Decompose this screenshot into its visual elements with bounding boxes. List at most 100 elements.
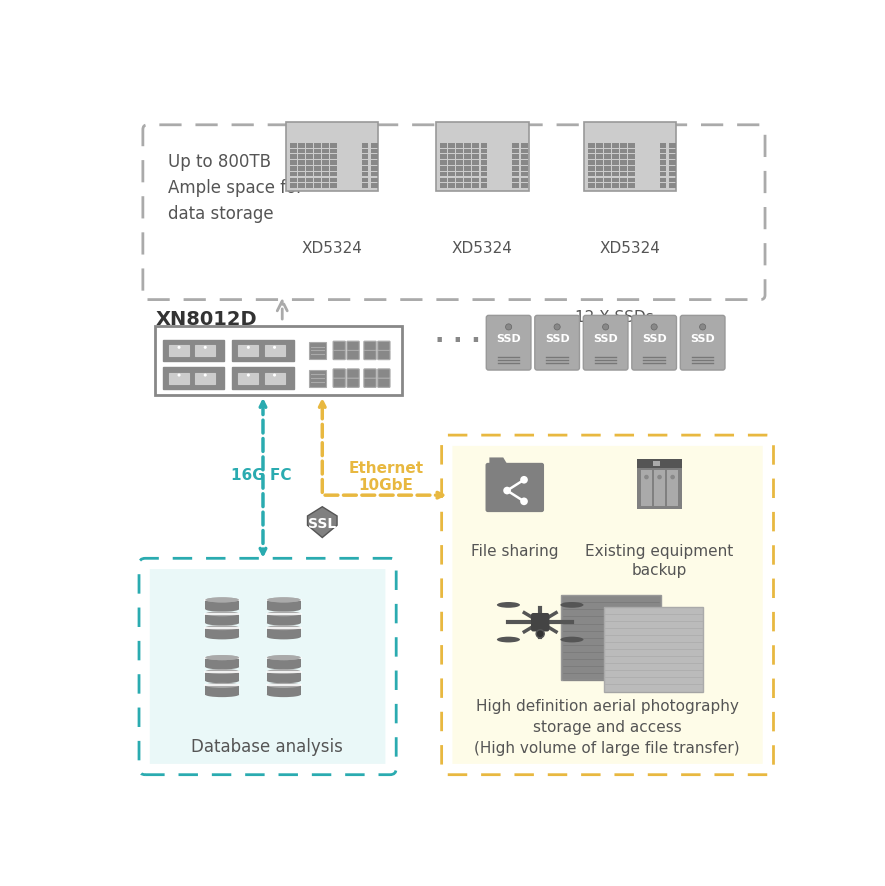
FancyBboxPatch shape <box>473 183 480 188</box>
Circle shape <box>178 374 181 377</box>
FancyBboxPatch shape <box>637 459 681 468</box>
FancyBboxPatch shape <box>659 177 666 183</box>
FancyBboxPatch shape <box>632 315 676 370</box>
FancyBboxPatch shape <box>481 183 488 188</box>
FancyBboxPatch shape <box>314 177 321 183</box>
Text: Up to 800TB
Ample space for
data storage: Up to 800TB Ample space for data storage <box>168 152 304 223</box>
Circle shape <box>520 476 527 484</box>
Ellipse shape <box>267 655 301 660</box>
FancyBboxPatch shape <box>364 378 376 387</box>
Circle shape <box>603 324 609 330</box>
FancyBboxPatch shape <box>378 350 390 360</box>
FancyBboxPatch shape <box>620 166 627 171</box>
FancyBboxPatch shape <box>588 154 595 159</box>
Text: File sharing: File sharing <box>471 544 558 559</box>
Circle shape <box>505 324 512 330</box>
FancyBboxPatch shape <box>465 154 472 159</box>
FancyBboxPatch shape <box>322 160 329 165</box>
FancyBboxPatch shape <box>196 373 215 384</box>
FancyBboxPatch shape <box>512 143 519 147</box>
FancyBboxPatch shape <box>659 149 666 153</box>
Text: XD5324: XD5324 <box>302 241 363 256</box>
FancyBboxPatch shape <box>452 446 763 764</box>
FancyBboxPatch shape <box>620 143 627 147</box>
FancyBboxPatch shape <box>512 183 519 188</box>
FancyBboxPatch shape <box>306 177 313 183</box>
FancyBboxPatch shape <box>604 154 611 159</box>
FancyBboxPatch shape <box>314 154 321 159</box>
FancyBboxPatch shape <box>465 149 472 153</box>
FancyBboxPatch shape <box>669 177 676 183</box>
FancyBboxPatch shape <box>588 160 595 165</box>
Ellipse shape <box>205 634 239 640</box>
FancyBboxPatch shape <box>628 183 635 188</box>
FancyBboxPatch shape <box>440 154 447 159</box>
Ellipse shape <box>267 692 301 697</box>
FancyBboxPatch shape <box>205 657 239 667</box>
FancyBboxPatch shape <box>473 172 480 176</box>
Circle shape <box>651 324 658 330</box>
FancyBboxPatch shape <box>628 154 635 159</box>
FancyBboxPatch shape <box>473 166 480 171</box>
FancyBboxPatch shape <box>604 172 611 176</box>
FancyBboxPatch shape <box>669 183 676 188</box>
FancyBboxPatch shape <box>628 160 635 165</box>
Polygon shape <box>489 457 508 465</box>
FancyBboxPatch shape <box>440 172 447 176</box>
FancyBboxPatch shape <box>628 166 635 171</box>
FancyBboxPatch shape <box>457 154 463 159</box>
Text: SSD: SSD <box>545 334 570 344</box>
FancyBboxPatch shape <box>448 160 455 165</box>
FancyBboxPatch shape <box>641 470 652 506</box>
FancyBboxPatch shape <box>457 160 463 165</box>
FancyBboxPatch shape <box>267 657 301 667</box>
FancyBboxPatch shape <box>298 172 305 176</box>
Ellipse shape <box>267 607 301 611</box>
FancyBboxPatch shape <box>612 183 620 188</box>
FancyBboxPatch shape <box>654 470 666 506</box>
FancyBboxPatch shape <box>473 154 480 159</box>
FancyBboxPatch shape <box>481 177 488 183</box>
FancyBboxPatch shape <box>371 154 378 159</box>
FancyBboxPatch shape <box>448 154 455 159</box>
FancyBboxPatch shape <box>238 345 258 356</box>
FancyBboxPatch shape <box>669 143 676 147</box>
FancyBboxPatch shape <box>612 160 620 165</box>
FancyBboxPatch shape <box>588 177 595 183</box>
Ellipse shape <box>205 678 239 683</box>
Ellipse shape <box>205 597 239 602</box>
FancyBboxPatch shape <box>440 177 447 183</box>
FancyBboxPatch shape <box>521 143 527 147</box>
FancyBboxPatch shape <box>465 160 472 165</box>
FancyBboxPatch shape <box>448 166 455 171</box>
FancyBboxPatch shape <box>653 461 659 465</box>
FancyBboxPatch shape <box>314 166 321 171</box>
FancyBboxPatch shape <box>378 341 390 350</box>
FancyBboxPatch shape <box>588 166 595 171</box>
Ellipse shape <box>205 692 239 697</box>
Ellipse shape <box>267 611 301 617</box>
Circle shape <box>247 346 250 349</box>
FancyBboxPatch shape <box>150 569 386 764</box>
FancyBboxPatch shape <box>440 160 447 165</box>
Text: High definition aerial photography
storage and access
(High volume of large file: High definition aerial photography stora… <box>474 699 740 757</box>
Ellipse shape <box>205 611 239 617</box>
FancyBboxPatch shape <box>612 177 620 183</box>
FancyBboxPatch shape <box>267 686 301 695</box>
FancyBboxPatch shape <box>440 143 447 147</box>
FancyBboxPatch shape <box>457 166 463 171</box>
Circle shape <box>504 486 511 494</box>
FancyBboxPatch shape <box>371 172 378 176</box>
FancyBboxPatch shape <box>596 172 603 176</box>
Text: · · ·: · · · <box>435 330 481 354</box>
Polygon shape <box>307 507 337 538</box>
FancyBboxPatch shape <box>596 166 603 171</box>
FancyBboxPatch shape <box>155 326 402 395</box>
FancyBboxPatch shape <box>364 350 376 360</box>
FancyBboxPatch shape <box>306 143 313 147</box>
FancyBboxPatch shape <box>457 143 463 147</box>
FancyBboxPatch shape <box>535 315 580 370</box>
Ellipse shape <box>205 607 239 611</box>
FancyBboxPatch shape <box>521 154 527 159</box>
FancyBboxPatch shape <box>588 143 595 147</box>
